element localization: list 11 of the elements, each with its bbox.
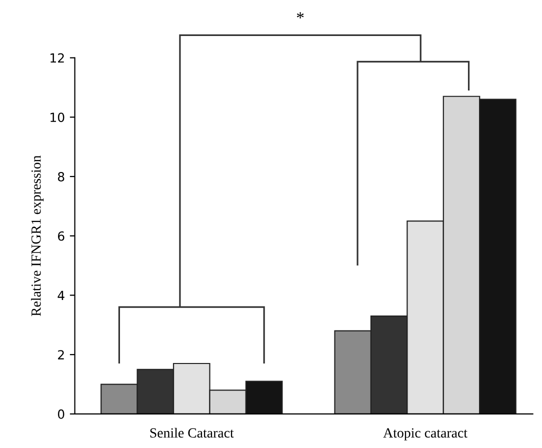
y-tick-label: 8: [58, 172, 64, 182]
text: *: [296, 12, 304, 18]
y-tick-label: 12: [50, 53, 64, 63]
y-tick-label: 6: [58, 231, 64, 241]
y-axis-title: Relative IFNGR1 expression: [31, 155, 44, 316]
y-tick-label: 2: [58, 350, 64, 360]
x-tick-label: Atopic cataract: [383, 428, 468, 440]
x-tick-label: Senile Cataract: [150, 428, 234, 438]
y-tick-label: 0: [58, 409, 64, 419]
y-tick-label: 4: [58, 290, 64, 300]
y-tick-label: 10: [50, 112, 64, 122]
